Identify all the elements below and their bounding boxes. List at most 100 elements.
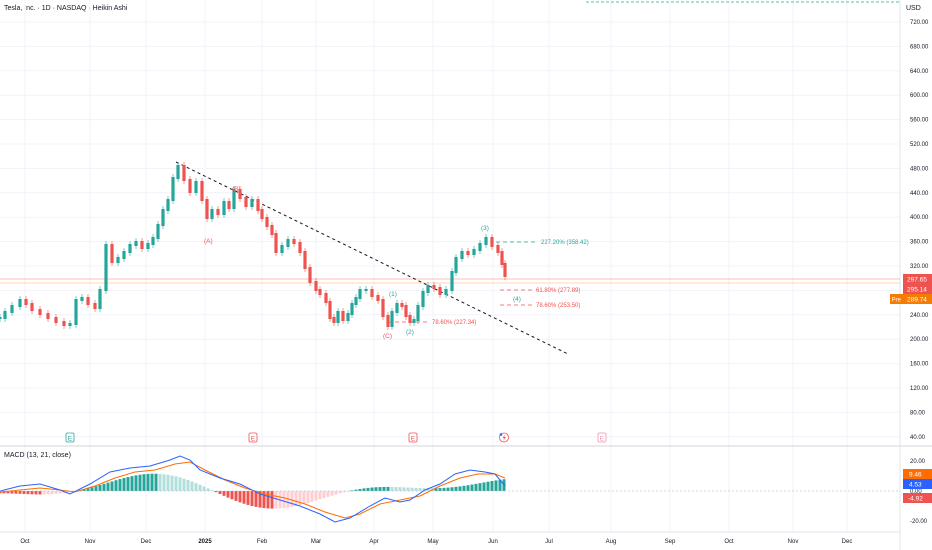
- macd-histogram-bar: [498, 479, 502, 491]
- candle: [128, 244, 132, 253]
- macd-histogram-bar: [98, 484, 102, 491]
- macd-histogram-bar: [122, 478, 126, 491]
- macd-histogram-bar: [382, 486, 386, 491]
- macd-histogram-bar: [454, 486, 458, 491]
- price-axis[interactable]: 720.00 680.00 640.00 600.00 560.00 520.00 480.…: [910, 20, 929, 441]
- candle: [303, 251, 307, 269]
- macd-histogram-bar: [222, 491, 226, 496]
- candle: [444, 289, 448, 295]
- candle: [404, 305, 408, 317]
- price-axis-label: 600.00: [910, 93, 929, 99]
- macd-histogram-bar: [442, 487, 446, 491]
- macd-histogram-bar: [50, 491, 54, 495]
- earnings-marker-1[interactable]: E: [68, 436, 73, 443]
- macd-histogram-bar: [290, 491, 294, 507]
- candle: [490, 237, 494, 247]
- macd-histogram-bar: [398, 487, 402, 491]
- price-axis-label: 560.00: [910, 118, 929, 124]
- candle: [250, 199, 254, 207]
- macd-histogram-bar: [374, 487, 378, 491]
- candle: [500, 251, 504, 265]
- macd-histogram-bar: [54, 491, 58, 494]
- macd-axis-label: 0.00: [910, 489, 922, 495]
- candle: [86, 297, 90, 305]
- time-axis[interactable]: Oct Nov Dec 2025 Feb Mar Apr May Jun Jul Aug Sep Oct…: [20, 539, 852, 545]
- macd-tags: 9.46 4.53 -4.92: [903, 469, 932, 503]
- macd-histogram-bar: [394, 487, 398, 491]
- macd-histogram-bar: [298, 491, 302, 506]
- macd-histogram-bar: [158, 473, 162, 491]
- time-axis-label: Dec: [141, 539, 152, 545]
- macd-histogram-bar: [150, 473, 154, 491]
- candle: [358, 289, 362, 299]
- candle: [450, 271, 454, 291]
- macd-histogram-bar: [438, 488, 442, 491]
- fib-786-upper-label: 78.60% (253.50): [536, 303, 580, 309]
- candle: [376, 295, 380, 301]
- macd-histogram-bar: [474, 483, 478, 491]
- price-axis-label: 240.00: [910, 313, 929, 319]
- macd-histogram-bar: [410, 487, 414, 491]
- currency-label[interactable]: USD: [906, 5, 921, 12]
- macd-histogram-bar: [82, 489, 86, 491]
- macd-line: [0, 455, 506, 523]
- macd-histogram-bar: [202, 486, 206, 491]
- candle: [166, 199, 170, 211]
- macd-histogram-bar: [166, 474, 170, 491]
- macd-histogram-bar: [338, 491, 342, 494]
- macd-histogram-bar: [466, 485, 470, 491]
- macd-histogram-bar: [174, 476, 178, 491]
- macd-histogram-bar: [242, 491, 246, 504]
- candle: [146, 243, 150, 249]
- time-axis-label: Dec: [842, 539, 853, 545]
- candle: [324, 293, 328, 303]
- macd-histogram-bar: [434, 488, 438, 491]
- earnings-marker-2[interactable]: E: [251, 436, 256, 443]
- macd-histogram-bar: [354, 489, 358, 491]
- macd-histogram-bar: [470, 484, 474, 491]
- time-axis-label: Mar: [311, 539, 321, 545]
- macd-histogram-bar: [414, 487, 418, 491]
- time-axis-label: Oct: [20, 539, 30, 545]
- wave-1-label: (1): [389, 291, 397, 298]
- macd-histogram-bar: [162, 474, 166, 491]
- macd-histogram-bar: [194, 483, 198, 491]
- candle: [292, 239, 296, 244]
- close-price-tag: 295.14: [907, 287, 927, 294]
- wave-4-label: (4): [513, 296, 521, 303]
- candle: [270, 225, 274, 235]
- macd-histogram-bar: [210, 490, 214, 492]
- price-axis-label: 120.00: [910, 386, 929, 392]
- fib-618-label: 61.80% (277.89): [536, 288, 580, 294]
- candle: [454, 257, 458, 273]
- symbol-title[interactable]: Tesla, Inc. · 1D · NASDAQ · Heikin Ashi: [4, 5, 128, 12]
- candle: [222, 201, 226, 215]
- candle: [238, 189, 242, 199]
- candle: [110, 244, 114, 263]
- macd-histogram-bar: [66, 491, 70, 493]
- macd-histogram-bar: [178, 477, 182, 491]
- earnings-markers[interactable]: E E E E: [65, 432, 607, 443]
- macd-histogram-bar: [110, 481, 114, 491]
- candle: [503, 263, 507, 277]
- candle: [116, 257, 120, 263]
- candle: [182, 165, 186, 181]
- earnings-marker-4[interactable]: E: [600, 436, 605, 443]
- macd-histogram-bar: [226, 491, 230, 498]
- earnings-marker-3[interactable]: E: [411, 436, 416, 443]
- macd-histogram-bar: [370, 487, 374, 491]
- macd-indicator-title[interactable]: MACD (13, 21, close): [4, 452, 71, 459]
- macd-histogram-bar: [230, 491, 234, 500]
- price-axis-label: 400.00: [910, 215, 929, 221]
- macd-histogram-bar: [450, 487, 454, 491]
- macd-histogram-bar: [154, 473, 158, 491]
- macd-histogram-bar: [86, 488, 90, 491]
- macd-histogram-bar: [38, 491, 42, 495]
- macd-axis[interactable]: 20.00 0.00 -20.00: [910, 459, 928, 525]
- candle: [341, 311, 345, 321]
- candle: [426, 285, 430, 293]
- candle: [30, 303, 34, 311]
- candle: [386, 315, 390, 327]
- macd-axis-label: 20.00: [910, 459, 926, 465]
